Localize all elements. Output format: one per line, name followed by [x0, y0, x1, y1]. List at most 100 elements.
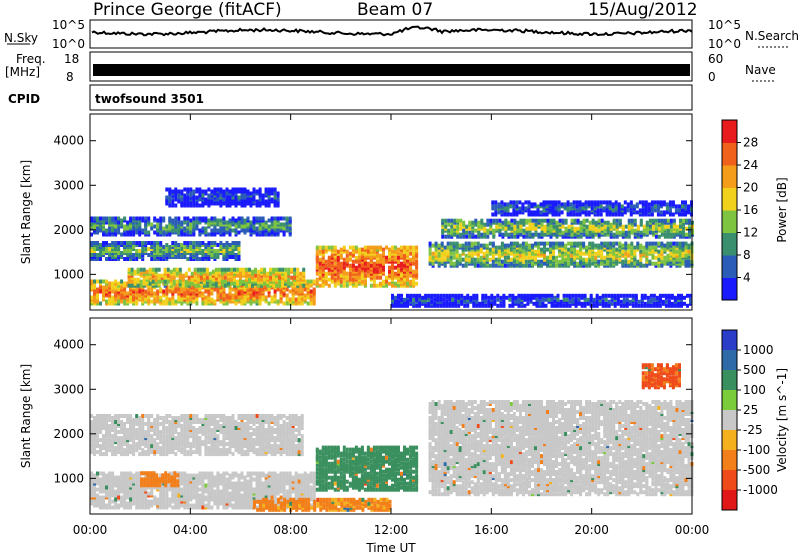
heatmap-cell — [570, 206, 573, 210]
heatmap-cell — [174, 288, 177, 292]
heatmap-cell — [241, 194, 244, 198]
heatmap-cell — [256, 204, 259, 208]
heatmap-cell — [135, 241, 138, 245]
heatmap-cell — [277, 198, 280, 202]
heatmap-cell — [679, 219, 682, 223]
heatmap-cell — [598, 219, 601, 223]
heatmap-cell — [474, 246, 477, 250]
heatmap-cell — [486, 219, 489, 223]
heatmap-cell — [456, 254, 459, 258]
heatmap-cell — [235, 302, 238, 306]
heatmap-cell — [229, 292, 232, 296]
heatmap-cell — [526, 294, 529, 298]
heatmap-cell — [111, 282, 114, 286]
heatmap-cell — [586, 219, 589, 223]
heatmap-cell — [186, 223, 189, 227]
heatmap-cell — [144, 488, 147, 492]
heatmap-cell — [635, 294, 638, 298]
heatmap-cell — [621, 250, 624, 254]
heatmap-cell — [150, 241, 153, 245]
heatmap-cell — [528, 264, 531, 268]
heatmap-cell — [611, 294, 614, 298]
heatmap-cell — [597, 260, 600, 264]
heatmap-cell — [105, 474, 108, 478]
heatmap-cell — [492, 229, 495, 233]
heatmap-cell — [523, 304, 526, 308]
heatmap-cell — [429, 256, 432, 260]
heatmap-cell — [198, 229, 201, 233]
heatmap-cell — [244, 188, 247, 192]
heatmap-cell — [238, 241, 241, 245]
heatmap-cell — [238, 255, 241, 259]
heatmap-cell — [648, 202, 651, 206]
heatmap-cell — [129, 241, 132, 245]
heatmap-cell — [594, 256, 597, 260]
heatmap-cell — [501, 221, 504, 225]
heatmap-cell — [96, 480, 99, 484]
heatmap-cell — [183, 233, 186, 237]
heatmap-cell — [570, 202, 573, 206]
heatmap-cell — [242, 280, 245, 284]
heatmap-cell — [138, 290, 141, 294]
heatmap-cell — [474, 235, 477, 239]
heatmap-cell — [528, 256, 531, 260]
heatmap-cell — [319, 250, 322, 254]
heatmap-cell — [490, 294, 493, 298]
heatmap-cell — [645, 200, 648, 204]
heatmap-cell — [519, 233, 522, 237]
heatmap-cell — [346, 258, 349, 262]
heatmap-cell — [596, 294, 599, 298]
heatmap-cell — [204, 296, 207, 300]
heatmap-cell — [609, 258, 612, 262]
heatmap-cell — [631, 219, 634, 223]
heatmap-cell — [534, 258, 537, 262]
heatmap-cell — [658, 219, 661, 223]
heatmap-cell — [96, 280, 99, 284]
heatmap-cell — [657, 213, 660, 217]
heatmap-cell — [195, 298, 198, 302]
heatmap-cell — [639, 258, 642, 262]
heatmap-cell — [593, 304, 596, 308]
heatmap-cell — [499, 304, 502, 308]
heatmap-cell — [555, 200, 558, 204]
heatmap-cell — [623, 298, 626, 302]
heatmap-cell — [235, 219, 238, 223]
heatmap-cell — [138, 241, 141, 245]
heatmap-cell — [518, 200, 521, 204]
heatmap-cell — [500, 204, 503, 208]
heatmap-cell — [484, 294, 487, 298]
heatmap-cell — [516, 225, 519, 229]
heatmap-cell — [489, 264, 492, 268]
heatmap-cell — [492, 260, 495, 264]
heatmap-cell — [544, 233, 547, 237]
heatmap-cell — [669, 200, 672, 204]
heatmap-cell — [120, 500, 123, 504]
heatmap-cell — [274, 221, 277, 225]
heatmap-cell — [128, 284, 131, 288]
heatmap-cell — [272, 276, 275, 280]
heatmap-cell — [639, 244, 642, 248]
heatmap-cell — [131, 284, 134, 288]
heatmap-cell — [675, 250, 678, 254]
heatmap-cell — [159, 225, 162, 229]
heatmap-cell — [195, 253, 198, 257]
heatmap-cell — [102, 217, 105, 221]
heatmap-cell — [165, 296, 168, 300]
heatmap-cell — [123, 225, 126, 229]
heatmap-cell — [609, 262, 612, 266]
heatmap-cell — [600, 254, 603, 258]
heatmap-cell — [114, 498, 117, 502]
heatmap-cell — [456, 260, 459, 264]
heatmap-cell — [274, 200, 277, 204]
heatmap-cell — [229, 255, 232, 259]
heatmap-cell — [450, 260, 453, 264]
heatmap-cell — [468, 231, 471, 235]
heatmap-cell — [147, 296, 150, 300]
heatmap-cell — [570, 254, 573, 258]
heatmap-cell — [250, 192, 253, 196]
colorbar-tick-label: 24 — [743, 158, 758, 172]
heatmap-cell — [140, 268, 143, 272]
heatmap-cell — [216, 243, 219, 247]
heatmap-cell — [361, 280, 364, 284]
heatmap-cell — [293, 272, 296, 276]
